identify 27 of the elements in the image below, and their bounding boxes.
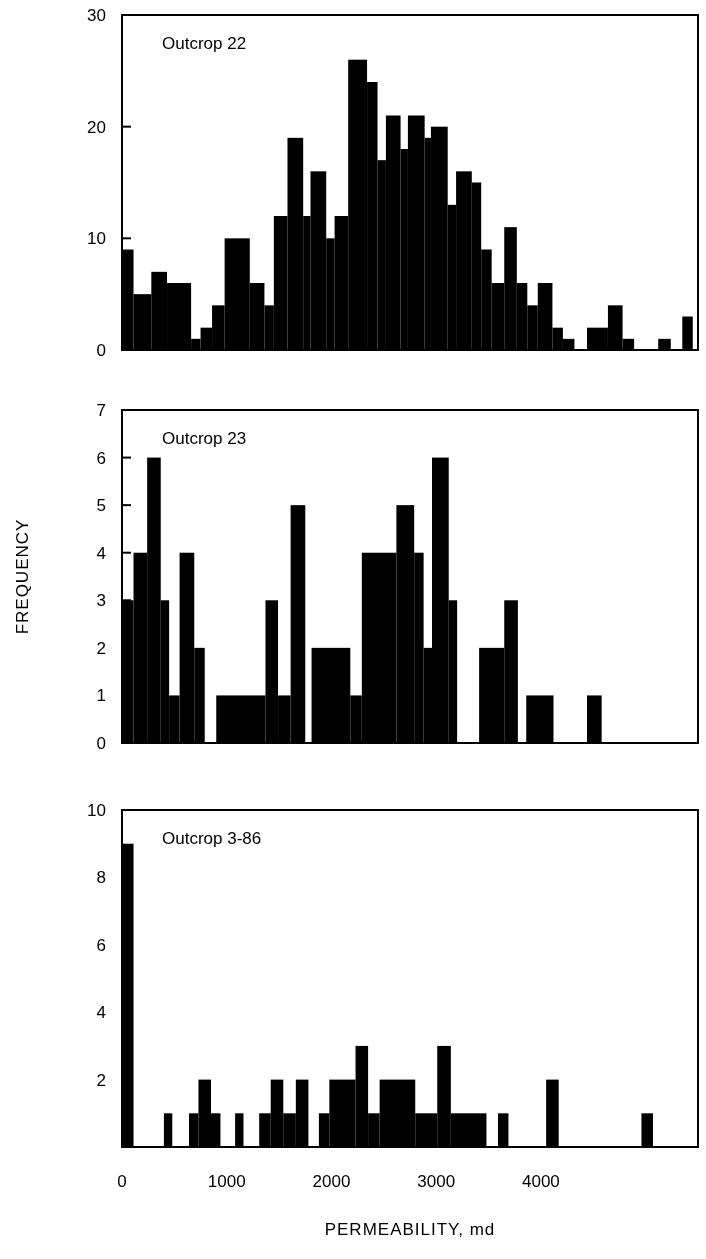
y-tick-label: 10: [87, 800, 106, 820]
text: Outcrop 23: [162, 429, 247, 448]
y-tick-label: 0: [96, 340, 106, 360]
y-tick-label: 1: [96, 686, 106, 706]
y-tick-label: 4: [96, 1003, 106, 1023]
x-tick-label: 3000: [417, 1172, 456, 1191]
x-tick-label: 0: [117, 1172, 127, 1191]
y-tick-label: 6: [96, 448, 106, 468]
text: Outcrop 3-86: [162, 829, 262, 848]
y-tick-label: 7: [96, 400, 106, 420]
text: Outcrop 22: [162, 34, 247, 53]
y-tick-label: 5: [96, 496, 106, 516]
y-tick-label: 20: [87, 117, 106, 137]
x-tick-label: 1000: [207, 1172, 246, 1191]
y-tick-label: 4: [96, 543, 106, 563]
y-tick-label: 2: [96, 638, 106, 658]
y-tick-label: 2: [96, 1070, 106, 1090]
y-tick-label: 3: [96, 591, 106, 611]
x-axis-title: PERMEABILITY, md: [324, 1220, 496, 1239]
y-tick-label: 30: [87, 5, 106, 25]
y-tick-label: 10: [87, 229, 106, 249]
x-tick-label: 2000: [312, 1172, 351, 1191]
y-tick-label: 6: [96, 935, 106, 955]
y-axis-title: FREQUENCY: [13, 518, 32, 635]
y-tick-label: 8: [96, 868, 106, 888]
y-tick-label: 0: [96, 733, 106, 753]
x-tick-label: 4000: [522, 1172, 560, 1191]
